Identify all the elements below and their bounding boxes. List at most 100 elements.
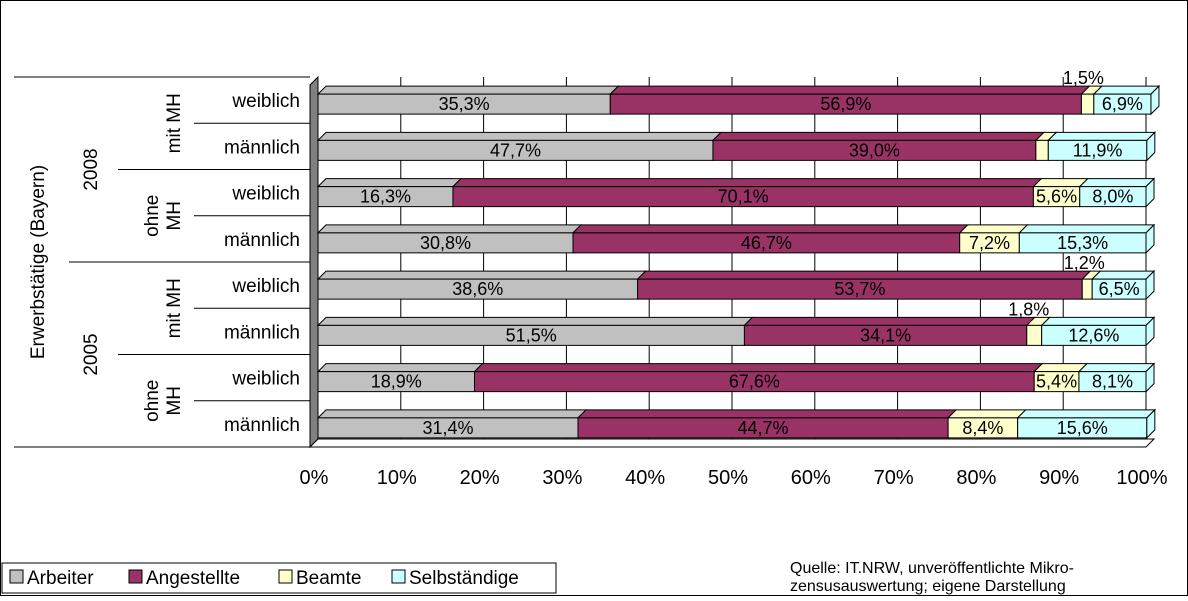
data-label: 1,5% [1063,68,1104,88]
data-label: 11,9% [1073,140,1123,160]
bar-segment-selbständige [1047,131,1157,162]
bar-top-face [316,85,620,95]
x-tick-label: 60% [791,467,831,489]
data-label: 44,7% [738,418,789,438]
legend: Arbeiter Angestellte Beamte Selbständige [1,562,557,594]
data-label: 70,1% [718,187,769,207]
bar-segment-selbständige [1018,223,1156,255]
gender-label: weiblich [231,184,300,205]
bar-top-face [451,178,1043,188]
migration-label: mit MH [164,278,185,338]
x-tick-label: 20% [460,467,500,489]
x-tick-label: 70% [874,467,914,489]
data-label: 1,8% [1008,299,1049,319]
data-label: 34,1% [860,325,911,345]
bar-top-face [958,224,1029,234]
legend-label: Arbeiter [27,568,94,589]
x-tick-label: 90% [1039,467,1079,489]
bar-top-face [316,316,754,326]
data-label: 8,0% [1092,187,1133,207]
bar-segment-arbeiter [316,270,647,300]
y-axis-title: Erwerbstätige (Bayern) [28,165,49,359]
bar-end-face [1145,362,1155,393]
category-axis: Erwerbstätige (Bayern) 2008 mit MH weiblich… [14,76,310,448]
migration-label: ohne [142,380,163,422]
bar-top-face [316,178,463,188]
data-label: 6,9% [1102,94,1143,114]
data-label: 8,4% [962,418,1003,438]
legend-label: Selbständige [409,568,519,589]
bar-top-face [743,316,1036,326]
data-label: 7,2% [969,233,1010,253]
legend-label: Beamte [296,568,361,589]
data-label: 30,8% [420,233,471,253]
data-label: 18,9% [371,372,422,392]
bar-segment-angestellte [711,131,1046,161]
year-label: 2008 [81,148,102,190]
x-tick-label: 80% [956,467,996,489]
x-tick-label: 30% [542,467,582,489]
bar-end-face [1146,131,1156,162]
bar-segment-arbeiter [316,409,588,439]
x-tick-label: 40% [625,467,665,489]
data-label: 1,2% [1064,253,1105,273]
bar-segment-arbeiter [316,316,754,346]
bar-top-face [1040,316,1156,326]
data-label: 15,3% [1057,233,1108,253]
bar-top-face [316,409,588,419]
bar-front-face [1035,139,1049,161]
bar-segment-angestellte [743,316,1036,346]
bar-segment-beamte [1025,316,1051,346]
legend-swatch [128,569,143,584]
bar-top-face [1047,131,1157,141]
data-label: 8,1% [1092,372,1133,392]
data-label: 38,6% [452,279,503,299]
data-label: 31,4% [422,418,473,438]
bar-segment-arbeiter [316,131,723,161]
bar-top-face [1092,85,1161,95]
bar-top-face [316,363,484,373]
bar-top-face [576,409,958,419]
data-label: 5,6% [1036,187,1077,207]
gender-label: männlich [224,137,300,158]
bar-top-face [1032,178,1089,188]
data-label: 46,7% [741,233,792,253]
gender-label: weiblich [231,276,300,297]
bar-top-face [571,224,969,234]
legend-swatch [391,569,406,584]
bar-segment-angestellte [576,409,958,439]
bar-segment-selbständige [1077,362,1156,393]
gender-label: männlich [224,322,300,343]
bar-top-face [609,85,1091,95]
bar-end-face [1145,269,1155,301]
bar-segment-beamte [1034,131,1058,161]
bar-top-face [316,270,647,280]
bar-segment-selbständige [1078,177,1156,208]
x-tick-label: 50% [708,467,748,489]
bar-segment-selbständige [1040,316,1156,347]
bar-top-face [1018,224,1156,234]
gender-label: männlich [224,230,300,251]
bar-segment-selbständige [1016,408,1157,440]
side-wall [309,75,319,449]
bar-end-face [1145,223,1155,255]
data-label: 56,9% [820,94,871,114]
bar-top-face [711,131,1046,141]
data-label: 6,5% [1099,279,1140,299]
bar-end-face [1145,316,1155,347]
bar-top-face [316,224,583,234]
data-label: 53,7% [834,279,885,299]
data-label: 15,6% [1057,418,1108,438]
year-label: 2005 [81,333,102,375]
data-label: 5,4% [1036,372,1077,392]
x-axis-ticks: 0% 10% 20% 30% 40% 50% 60% 70% 80% 90% 100% [300,467,1168,489]
bar-segment-selbständige [1090,269,1156,301]
bar-top-face [1078,178,1156,188]
x-tick-label: 10% [377,467,417,489]
bar-front-face [1026,324,1043,346]
legend-swatch [278,569,293,584]
bar-top-face [1016,409,1157,419]
gender-label: weiblich [231,91,300,112]
bar-top-face [316,131,723,141]
